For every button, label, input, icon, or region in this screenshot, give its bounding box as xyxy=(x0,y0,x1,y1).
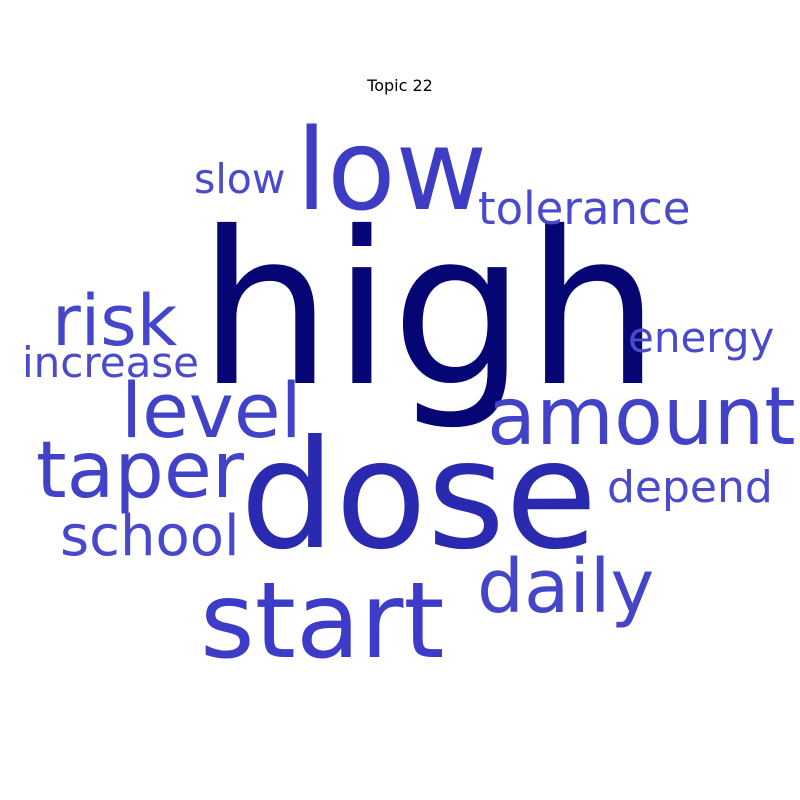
word-high: high xyxy=(198,186,660,433)
word-taper: taper xyxy=(36,426,245,516)
word-school: school xyxy=(60,504,240,569)
word-energy: energy xyxy=(628,313,774,362)
word-dose: dose xyxy=(240,409,597,583)
word-depend: depend xyxy=(607,462,773,513)
word-daily: daily xyxy=(477,544,654,630)
word-tolerance: tolerance xyxy=(478,182,690,235)
word-low: low xyxy=(296,106,487,236)
word-level: level xyxy=(121,366,302,455)
word-start: start xyxy=(200,560,445,682)
chart-title: Topic 22 xyxy=(367,76,433,95)
word-increase: increase xyxy=(22,338,199,387)
word-risk: risk xyxy=(52,280,178,362)
word-amount: amount xyxy=(487,370,796,463)
word-slow: slow xyxy=(194,155,285,203)
